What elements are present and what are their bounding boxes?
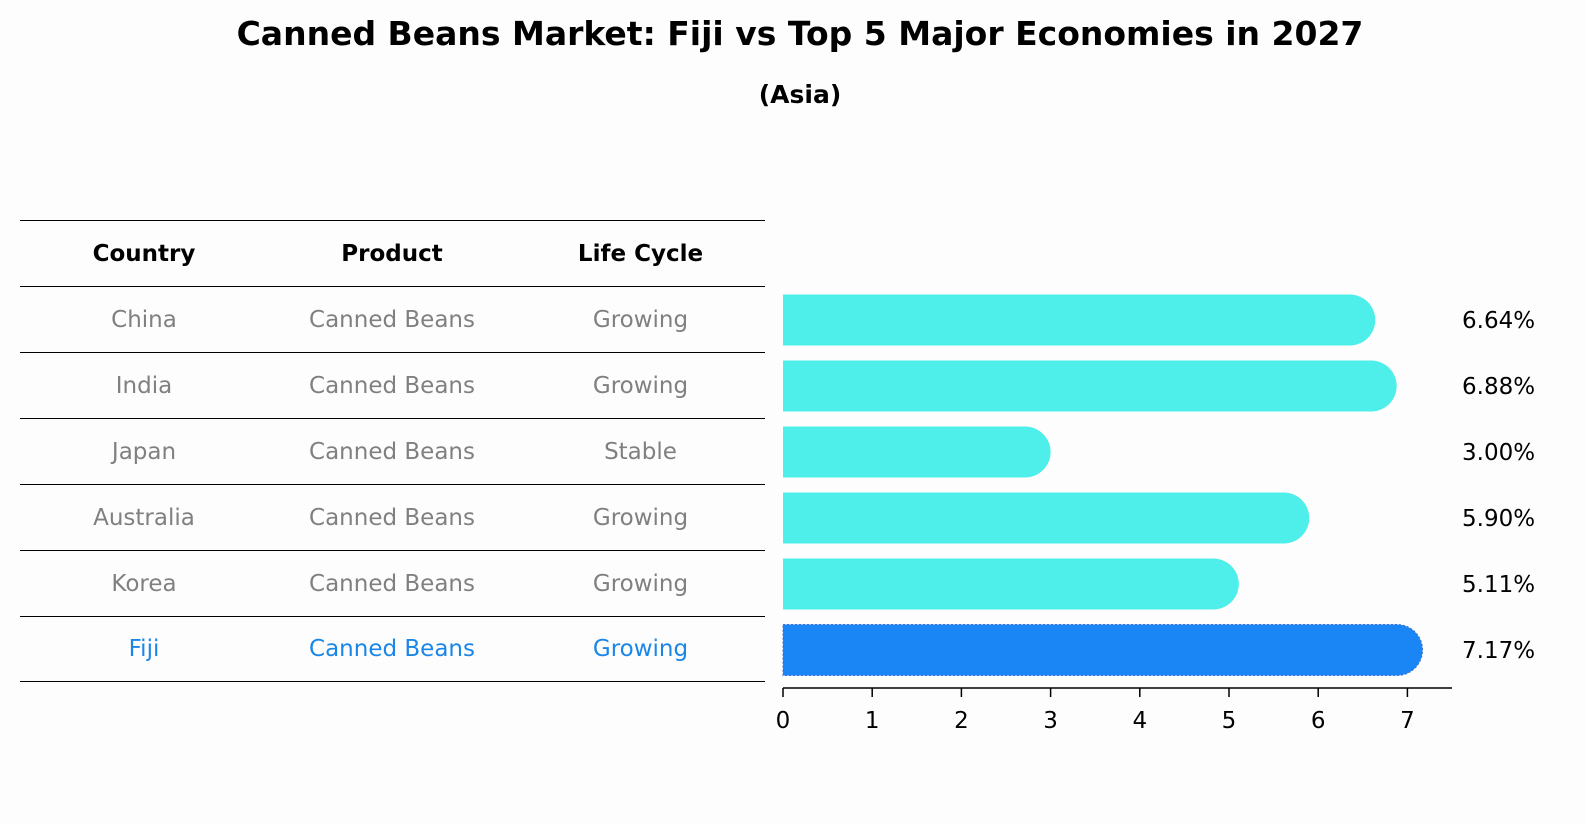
- table-row: India Canned Beans Growing: [20, 352, 765, 418]
- table-row: Korea Canned Beans Growing: [20, 550, 765, 616]
- cell-life-cycle: Stable: [604, 438, 677, 465]
- cell-product: Canned Beans: [309, 570, 475, 597]
- bar-japan: [783, 426, 1051, 478]
- bar-india: [783, 360, 1397, 412]
- x-tick-label: 2: [954, 708, 969, 734]
- bar-china: [783, 294, 1376, 346]
- table-header-row: Country Product Life Cycle: [20, 220, 765, 286]
- value-label: 6.88%: [1462, 374, 1535, 400]
- value-label: 3.00%: [1462, 440, 1535, 466]
- x-tick-label: 7: [1400, 708, 1415, 734]
- x-tick-label: 0: [776, 708, 791, 734]
- cell-life-cycle: Growing: [592, 504, 689, 531]
- bar-australia: [783, 492, 1310, 544]
- chart-subtitle: (Asia): [758, 80, 842, 109]
- bar-korea: [783, 558, 1239, 610]
- value-label: 5.90%: [1462, 506, 1535, 532]
- cell-product: Canned Beans: [309, 504, 475, 531]
- table-row: Japan Canned Beans Stable: [20, 418, 765, 484]
- cell-product: Canned Beans: [309, 636, 475, 662]
- x-tick-label: 4: [1132, 708, 1147, 734]
- bar-fiji: [782, 624, 1424, 676]
- x-tick-label: 6: [1311, 708, 1326, 734]
- cell-product: Canned Beans: [309, 372, 475, 399]
- table-row-highlight: Fiji Canned Beans Growing: [20, 616, 765, 682]
- cell-product: Canned Beans: [309, 306, 475, 333]
- header-country: Country: [92, 240, 196, 267]
- cell-life-cycle: Growing: [592, 570, 689, 597]
- cell-life-cycle: Growing: [592, 306, 689, 333]
- cell-country: Korea: [111, 570, 177, 597]
- data-table: Country Product Life Cycle China Canned …: [20, 220, 765, 682]
- value-label: 6.64%: [1462, 308, 1535, 334]
- cell-life-cycle: Growing: [592, 636, 689, 662]
- cell-country: Fiji: [128, 636, 160, 662]
- cell-country: Japan: [111, 438, 177, 465]
- cell-country: Australia: [93, 504, 195, 531]
- cell-life-cycle: Growing: [592, 372, 689, 399]
- header-product: Product: [341, 240, 443, 267]
- cell-country: India: [115, 372, 173, 399]
- value-label: 7.17%: [1462, 638, 1535, 664]
- table-row: Australia Canned Beans Growing: [20, 484, 765, 550]
- header-life-cycle: Life Cycle: [577, 240, 704, 267]
- x-tick-label: 3: [1043, 708, 1058, 734]
- chart-title: Canned Beans Market: Fiji vs Top 5 Major…: [236, 14, 1364, 53]
- cell-product: Canned Beans: [309, 438, 475, 465]
- cell-country: China: [111, 306, 177, 333]
- value-label: 5.11%: [1462, 572, 1535, 598]
- x-tick-label: 1: [865, 708, 880, 734]
- table-row: China Canned Beans Growing: [20, 286, 765, 352]
- x-tick-label: 5: [1222, 708, 1237, 734]
